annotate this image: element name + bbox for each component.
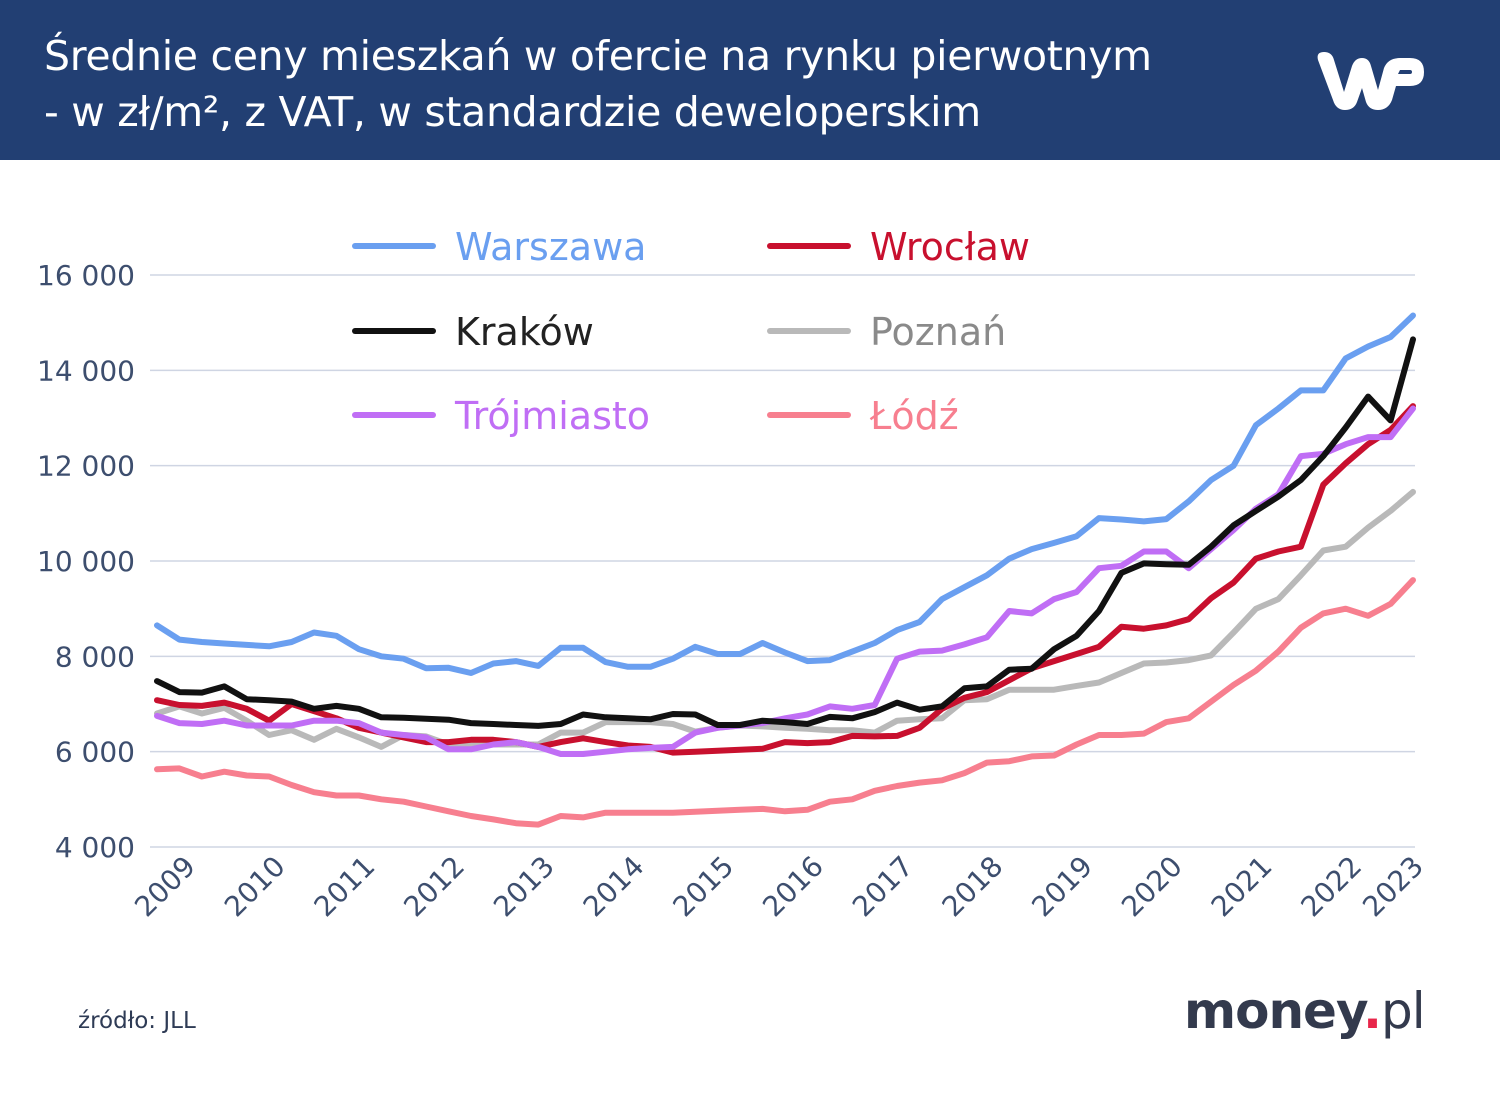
y-tick-label: 10 000 [37,545,135,578]
legend-label: Wrocław [870,225,1030,269]
legend-label: Łódź [869,394,959,438]
x-tick-label: 2011 [308,850,382,924]
title-line-2: - w zł/m², z VAT, w standardzie dewelope… [44,88,981,136]
legend-item: Poznań [767,310,1006,354]
series-line-warszawa [154,312,1416,676]
x-tick-label: 2012 [397,850,471,924]
y-tick-label: 6 000 [55,736,135,769]
y-tick-label: 14 000 [37,354,135,387]
legend-item: Warszawa [352,225,646,269]
x-tick-label: 2021 [1205,850,1279,924]
series-line-kraków [154,336,1416,729]
legend-label: Kraków [455,310,594,354]
x-tick-label: 2014 [577,850,651,924]
x-axis-labels: 2009 2010 2011 2012 2013 2014 2015 2016 2017 2018… [128,850,1430,924]
source-note: źródło: JLL [78,1008,196,1034]
series-line-łódź [154,577,1416,828]
title-line-1: Średnie ceny mieszkań w ofercie na rynku… [44,32,1152,80]
legend-label: Poznań [870,310,1006,354]
y-tick-label: 16 000 [37,259,135,292]
money-pl-logo: money.pl [1184,982,1426,1040]
x-tick-label: 2016 [756,850,830,924]
legend-label: Trójmiasto [454,394,650,438]
legend: Warszawa Wrocław Kraków Poznań Trójmiasto Łód… [352,225,1030,438]
brand-tld: pl [1380,982,1426,1040]
legend-item: Kraków [352,310,594,354]
gridlines [150,274,1415,848]
series-line-trójmiasto [154,405,1416,757]
header-banner: Średnie ceny mieszkań w ofercie na rynku… [0,0,1500,160]
x-tick-label: 2013 [487,850,561,924]
wp-logo [1317,52,1424,110]
brand-dot: . [1362,982,1382,1040]
chart-title: Średnie ceny mieszkań w ofercie na rynku… [44,28,1152,140]
x-tick-label: 2015 [667,850,741,924]
legend-item: Trójmiasto [352,394,650,438]
x-tick-label: 2009 [128,850,202,924]
x-tick-label: 2022 [1295,850,1369,924]
y-axis-labels: 4 000 6 000 8 000 10 000 12 000 14 000 16 000 [37,259,135,864]
y-tick-label: 8 000 [55,640,135,673]
legend-item: Wrocław [767,225,1030,269]
series-line-poznań [154,488,1416,750]
x-tick-label: 2020 [1115,850,1189,924]
x-tick-label: 2023 [1356,850,1430,924]
x-tick-label: 2018 [936,850,1010,924]
y-tick-label: 12 000 [37,450,135,483]
y-tick-label: 4 000 [55,831,135,864]
x-tick-label: 2017 [846,850,920,924]
series-line-wrocław [154,403,1416,756]
legend-item: Łódź [767,394,959,438]
series-lines [154,312,1416,828]
x-tick-label: 2010 [218,850,292,924]
x-tick-label: 2019 [1025,850,1099,924]
legend-label: Warszawa [455,225,646,269]
brand-name: money [1184,982,1364,1040]
